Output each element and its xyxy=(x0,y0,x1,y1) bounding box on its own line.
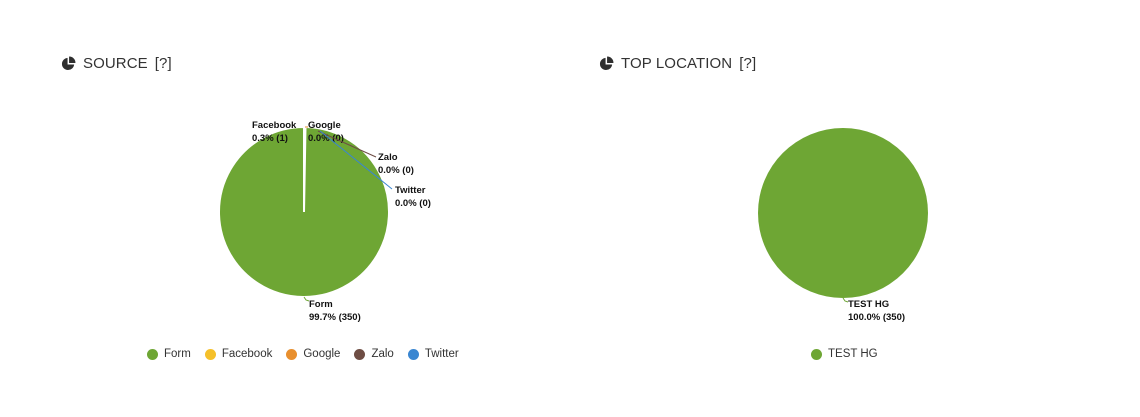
location-label-value-test-hg: 100.0% (350) xyxy=(848,312,905,323)
location-legend-label-test-hg: TEST HG xyxy=(828,348,878,360)
source-label-value-zalo: 0.0% (0) xyxy=(378,165,414,176)
source-legend-marker-zalo xyxy=(354,348,366,360)
source-connector-zalo xyxy=(317,130,377,158)
source-label-value-form: 99.7% (350) xyxy=(309,312,361,323)
source-legend-marker-twitter xyxy=(407,348,419,360)
source-label-value-twitter: 0.0% (0) xyxy=(395,198,431,209)
source-legend-item-zalo[interactable]: Zalo xyxy=(354,348,394,360)
source-label-name-facebook: Facebook xyxy=(252,120,297,131)
source-legend-item-google[interactable]: Google xyxy=(286,348,340,360)
location-legend: TEST HG xyxy=(811,348,892,360)
location-label-name-test-hg: TEST HG xyxy=(848,299,889,310)
source-connector-form xyxy=(303,296,310,302)
location-legend-item-test-hg[interactable]: TEST HG xyxy=(811,348,878,360)
location-pie-chart: TEST HG 100.0% (350) xyxy=(758,128,928,323)
source-legend-label-form: Form xyxy=(164,348,191,360)
location-panel: TOP LOCATION [?] TEST HG 100.0% (350) TES… xyxy=(560,0,1140,417)
pie-chart-icon xyxy=(599,56,614,71)
pie-chart-icon xyxy=(61,56,76,71)
location-legend-marker-test-hg xyxy=(811,348,822,360)
source-panel-title: SOURCE xyxy=(83,55,148,72)
source-pie-chart: Facebook 0.3% (1) Google 0.0% (0) Zalo 0.0% (… xyxy=(218,120,431,323)
source-label-name-twitter: Twitter xyxy=(395,185,426,196)
source-legend-item-facebook[interactable]: Facebook xyxy=(204,348,273,360)
source-label-name-zalo: Zalo xyxy=(378,152,398,163)
source-panel: SOURCE [?] Facebook 0.3% (1) Google 0.0% (0… xyxy=(0,0,560,417)
source-legend-marker-google xyxy=(286,348,298,360)
source-legend-label-twitter: Twitter xyxy=(424,348,459,360)
source-legend-label-facebook: Facebook xyxy=(221,348,273,360)
source-legend-item-twitter[interactable]: Twitter xyxy=(407,348,459,360)
source-label-name-google: Google xyxy=(308,120,341,131)
location-connector-test-hg xyxy=(842,297,849,303)
source-legend-item-form[interactable]: Form xyxy=(147,348,191,360)
source-label-value-facebook: 0.3% (1) xyxy=(252,133,288,144)
source-legend-marker-form xyxy=(147,348,158,360)
source-legend-label-zalo: Zalo xyxy=(371,348,394,360)
source-panel-header: SOURCE [?] xyxy=(61,55,172,72)
location-slice-test-hg[interactable] xyxy=(758,128,928,298)
source-label-name-form: Form xyxy=(309,299,333,310)
location-panel-title: TOP LOCATION xyxy=(621,55,733,72)
source-legend: Form Facebook Google Zalo Twitter xyxy=(147,348,473,360)
source-help-link[interactable]: [?] xyxy=(154,55,172,72)
source-slice-form[interactable] xyxy=(218,125,390,298)
source-connector-twitter xyxy=(319,130,393,190)
location-help-link[interactable]: [?] xyxy=(739,55,757,72)
source-legend-marker-facebook xyxy=(204,348,216,360)
source-legend-label-google: Google xyxy=(303,348,341,360)
source-label-value-google: 0.0% (0) xyxy=(308,133,344,144)
location-panel-header: TOP LOCATION [?] xyxy=(599,55,756,72)
